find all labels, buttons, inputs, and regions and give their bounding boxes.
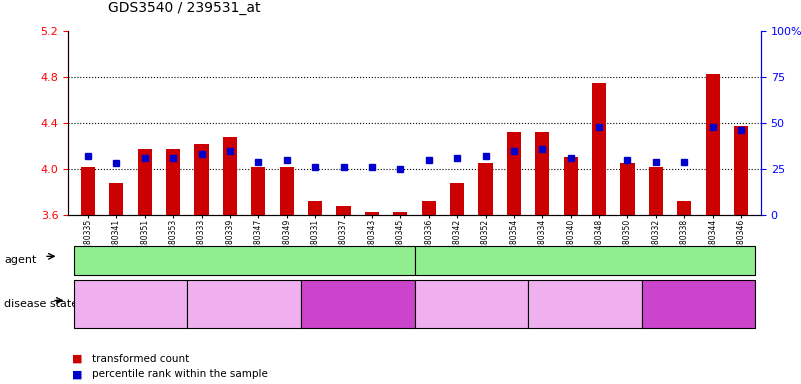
Bar	[535, 132, 549, 215]
Bar	[450, 183, 465, 215]
Bar	[649, 167, 663, 215]
Bar	[706, 74, 720, 215]
Bar	[677, 201, 691, 215]
Text: latent tuberculosis: latent tuberculosis	[656, 300, 741, 309]
Text: agent: agent	[4, 255, 36, 265]
Text: transformed count: transformed count	[92, 354, 189, 364]
Bar	[280, 167, 294, 215]
Bar	[564, 157, 578, 215]
Bar	[421, 201, 436, 215]
Text: ■: ■	[72, 354, 83, 364]
Bar	[109, 183, 123, 215]
Text: previous pulmonary
tuberculosis: previous pulmonary tuberculosis	[540, 295, 630, 314]
Text: ■: ■	[72, 369, 83, 379]
Bar	[478, 163, 493, 215]
Bar	[166, 149, 180, 215]
Text: latent tuberculosis: latent tuberculosis	[316, 300, 400, 309]
Text: previous meningeal
tuberculosis: previous meningeal tuberculosis	[426, 295, 516, 314]
Bar	[364, 212, 379, 215]
Bar	[592, 83, 606, 215]
Bar	[621, 163, 634, 215]
Bar	[195, 144, 208, 215]
Bar	[252, 167, 265, 215]
Bar	[734, 126, 748, 215]
Text: previous pulmonary
tuberculosis: previous pulmonary tuberculosis	[199, 295, 289, 314]
Bar	[138, 149, 152, 215]
Bar	[393, 212, 408, 215]
Text: GDS3540 / 239531_at: GDS3540 / 239531_at	[108, 2, 260, 15]
Text: disease state: disease state	[4, 299, 78, 310]
Text: Mycobacterium tuberculosis H37Rv lysate: Mycobacterium tuberculosis H37Rv lysate	[468, 255, 702, 265]
Bar	[308, 201, 322, 215]
Text: percentile rank within the sample: percentile rank within the sample	[92, 369, 268, 379]
Bar	[81, 167, 95, 215]
Bar	[223, 137, 237, 215]
Text: previous meningeal
tuberculosis: previous meningeal tuberculosis	[86, 295, 175, 314]
Bar	[336, 206, 351, 215]
Bar	[507, 132, 521, 215]
Text: control: control	[225, 255, 264, 265]
